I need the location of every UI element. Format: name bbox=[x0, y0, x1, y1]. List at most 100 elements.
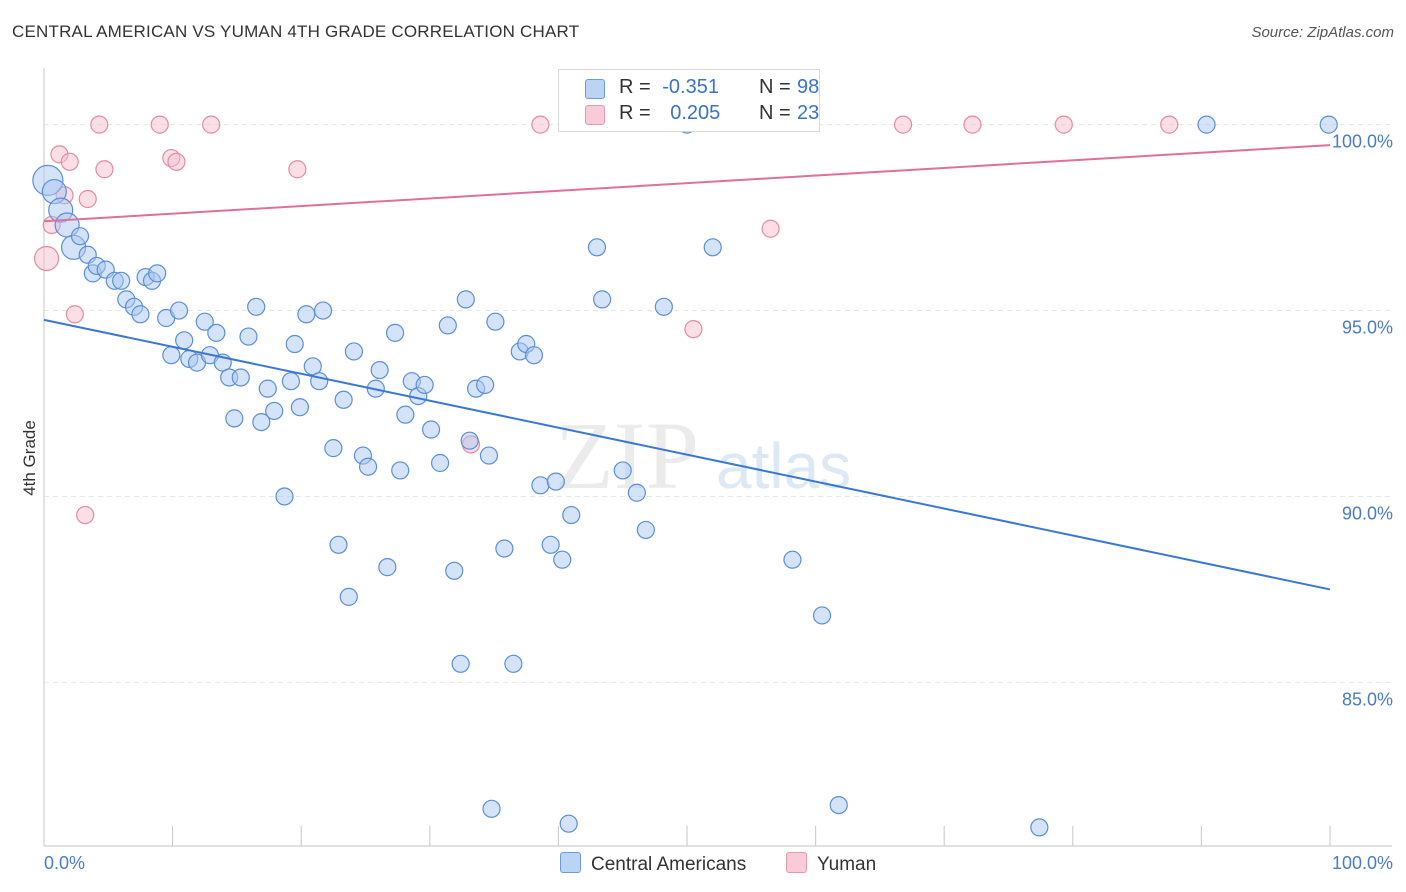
central-american-point bbox=[593, 290, 612, 309]
central-american-point bbox=[460, 431, 479, 450]
central-american-point bbox=[334, 390, 353, 409]
central-american-point bbox=[313, 301, 333, 320]
central-american-point bbox=[1319, 115, 1338, 134]
central-american-point bbox=[430, 453, 450, 473]
bottom-legend-swatch-yuman bbox=[786, 852, 807, 873]
central-american-point bbox=[482, 799, 501, 818]
central-american-point bbox=[258, 379, 277, 398]
central-american-point bbox=[613, 461, 632, 480]
central-american-point bbox=[358, 457, 378, 476]
y-axis-label: 4th Grade bbox=[20, 420, 39, 496]
central-american-point bbox=[195, 312, 214, 331]
central-american-point bbox=[112, 271, 131, 290]
y-tick-label: 100.0% bbox=[1332, 132, 1393, 152]
legend-central-r-value: -0.351 bbox=[662, 76, 719, 98]
central-american-point bbox=[131, 305, 150, 324]
central-american-point bbox=[169, 301, 189, 320]
central-american-point bbox=[415, 375, 434, 395]
central-american-point bbox=[495, 539, 514, 558]
central-american-point bbox=[344, 342, 364, 361]
central-american-point bbox=[70, 227, 90, 246]
yuman-point bbox=[95, 160, 114, 179]
central-american-point bbox=[783, 550, 802, 569]
chart-source: Source: ZipAtlas.com bbox=[1251, 24, 1394, 41]
central-american-point bbox=[324, 439, 343, 458]
chart-title: CENTRAL AMERICAN VS YUMAN 4TH GRADE CORR… bbox=[12, 22, 580, 41]
central-american-point bbox=[451, 654, 470, 673]
legend-yuman-r-value: 0.205 bbox=[670, 102, 721, 124]
yuman-point bbox=[150, 115, 169, 134]
legend-swatch-yuman bbox=[585, 105, 605, 125]
yuman-point bbox=[167, 152, 186, 171]
central-american-point bbox=[281, 372, 301, 391]
central-american-point bbox=[1197, 115, 1216, 134]
central-american-point bbox=[654, 297, 673, 316]
central-american-point bbox=[479, 446, 499, 465]
central-american-point bbox=[559, 814, 578, 833]
central-american-point bbox=[339, 587, 358, 606]
central-american-point bbox=[285, 334, 304, 354]
yuman-point bbox=[1160, 115, 1179, 134]
central-american-point bbox=[524, 346, 544, 365]
central-american-point bbox=[231, 368, 250, 387]
bottom-legend-central: Central Americans bbox=[560, 852, 746, 876]
watermark: ZIP atlas bbox=[555, 402, 851, 509]
central-american-point bbox=[829, 795, 848, 815]
stats-legend: R = -0.351 N = 98 R = 0.205 N = 23 bbox=[558, 69, 820, 132]
central-american-point bbox=[553, 550, 572, 569]
central-american-point bbox=[225, 409, 244, 428]
watermark-atlas: atlas bbox=[716, 430, 851, 502]
bottom-legend-yuman: Yuman bbox=[786, 852, 876, 876]
yuman-point bbox=[684, 320, 703, 339]
central-american-point bbox=[370, 360, 389, 380]
x-tick-label-max: 100.0% bbox=[1332, 853, 1393, 873]
central-american-point bbox=[587, 238, 607, 257]
central-american-point bbox=[531, 476, 550, 495]
yuman-point bbox=[288, 160, 307, 179]
central-american-point bbox=[297, 305, 316, 324]
central-american-point bbox=[175, 331, 194, 350]
yuman-point bbox=[76, 505, 95, 525]
central-american-point bbox=[636, 520, 655, 540]
central-american-point bbox=[247, 297, 266, 316]
central-american-point bbox=[541, 535, 560, 554]
yuman-point bbox=[1054, 115, 1073, 134]
yuman-point bbox=[761, 219, 780, 238]
yuman-point bbox=[893, 115, 913, 134]
yuman-point bbox=[33, 245, 60, 272]
bottom-legend-label-central: Central Americans bbox=[591, 854, 747, 875]
central-american-point bbox=[162, 346, 181, 365]
y-tick-label: 85.0% bbox=[1342, 689, 1393, 709]
central-american-point bbox=[562, 505, 581, 525]
legend-swatch-central bbox=[585, 79, 605, 99]
central-american-trend-line bbox=[43, 318, 1331, 591]
y-tick-label: 95.0% bbox=[1342, 318, 1393, 338]
central-american-point bbox=[378, 558, 397, 577]
central-american-point bbox=[703, 238, 722, 257]
yuman-point bbox=[963, 115, 982, 134]
central-american-point bbox=[421, 420, 441, 439]
central-american-point bbox=[475, 375, 495, 395]
central-american-point bbox=[486, 312, 505, 331]
central-american-point bbox=[329, 535, 348, 554]
central-american-point bbox=[310, 372, 329, 391]
grid-layer bbox=[44, 124, 1392, 683]
legend-yuman-n-label: N = bbox=[759, 102, 791, 124]
central-american-point bbox=[627, 483, 646, 502]
yuman-trend-line bbox=[43, 144, 1331, 223]
yuman-point bbox=[78, 189, 97, 209]
central-american-point bbox=[148, 264, 167, 283]
legend-central-n-value: 98 bbox=[797, 76, 820, 98]
bottom-legend-label-yuman: Yuman bbox=[817, 854, 877, 875]
legend-yuman-n-value: 23 bbox=[797, 102, 820, 124]
central-american-point bbox=[396, 405, 415, 424]
watermark-zip: ZIP bbox=[555, 402, 699, 509]
tick-layer: 85.0% 90.0% 95.0% 100.0% 0.0% 100.0% bbox=[44, 132, 1393, 873]
legend-central-n-label: N = bbox=[759, 76, 791, 98]
central-points bbox=[32, 115, 1338, 837]
central-american-point bbox=[275, 487, 294, 506]
bottom-legend-swatch-central bbox=[560, 852, 581, 873]
central-american-point bbox=[445, 561, 464, 580]
central-american-point bbox=[252, 412, 271, 432]
